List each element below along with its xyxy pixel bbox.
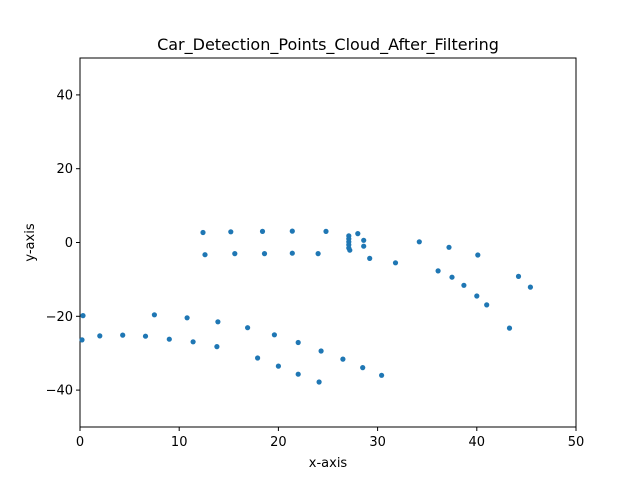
x-tick-label: 0 (76, 435, 84, 450)
data-point (200, 229, 206, 236)
data-point (255, 355, 261, 361)
x-tick-label: 30 (369, 435, 386, 450)
data-point (506, 325, 513, 331)
data-point (215, 319, 221, 325)
data-point (446, 244, 452, 250)
x-axis-ticks: 0 10 20 30 40 50 (76, 427, 584, 450)
data-point (323, 228, 329, 234)
data-point (232, 251, 238, 257)
x-tick-label: 10 (171, 435, 188, 450)
data-point (515, 273, 522, 279)
data-point (340, 356, 346, 362)
data-point (461, 282, 467, 288)
data-point (347, 247, 353, 253)
data-point (261, 251, 268, 257)
x-tick-label: 20 (270, 435, 287, 450)
y-tick-label: 40 (56, 88, 73, 103)
x-tick-label: 50 (568, 435, 585, 450)
points-group (79, 228, 534, 385)
data-point (527, 284, 534, 290)
y-tick-label: 0 (65, 236, 73, 251)
data-point (289, 228, 295, 234)
data-point (379, 372, 385, 378)
data-point (295, 371, 301, 377)
data-point (214, 344, 220, 350)
data-point (245, 325, 251, 331)
data-point (474, 293, 480, 299)
data-point (361, 243, 367, 249)
data-point (475, 252, 481, 258)
data-point (355, 231, 361, 237)
data-point (79, 337, 85, 343)
data-point (367, 255, 373, 261)
x-axis-label: x-axis (309, 456, 348, 471)
y-tick-label: −40 (46, 384, 73, 399)
data-point (316, 379, 322, 385)
data-point (184, 315, 190, 321)
data-point (190, 339, 196, 345)
data-point (484, 302, 490, 308)
data-point (259, 228, 266, 234)
data-point (142, 333, 149, 339)
data-point (360, 365, 366, 371)
data-point (202, 252, 208, 258)
data-point (295, 339, 301, 346)
data-point (435, 268, 441, 274)
data-point (275, 363, 281, 369)
data-point (449, 274, 455, 280)
data-point (151, 312, 157, 318)
y-axis-ticks: −40 −20 0 20 40 (46, 88, 80, 399)
data-point (166, 336, 172, 342)
data-point (392, 260, 399, 266)
chart-title: Car_Detection_Points_Cloud_After_Filteri… (157, 35, 499, 55)
data-point (361, 237, 367, 243)
data-point (80, 313, 86, 319)
data-point (120, 332, 126, 338)
y-axis-label: y-axis (23, 223, 38, 261)
data-point (97, 333, 103, 339)
data-point (315, 251, 321, 257)
y-tick-label: −20 (46, 310, 73, 325)
data-point (271, 332, 277, 338)
data-point (318, 348, 324, 354)
data-point (416, 239, 422, 245)
plot-area (79, 57, 577, 428)
data-point (289, 250, 295, 256)
data-point (228, 229, 234, 235)
x-tick-label: 40 (469, 435, 486, 450)
y-tick-label: 20 (56, 162, 73, 177)
